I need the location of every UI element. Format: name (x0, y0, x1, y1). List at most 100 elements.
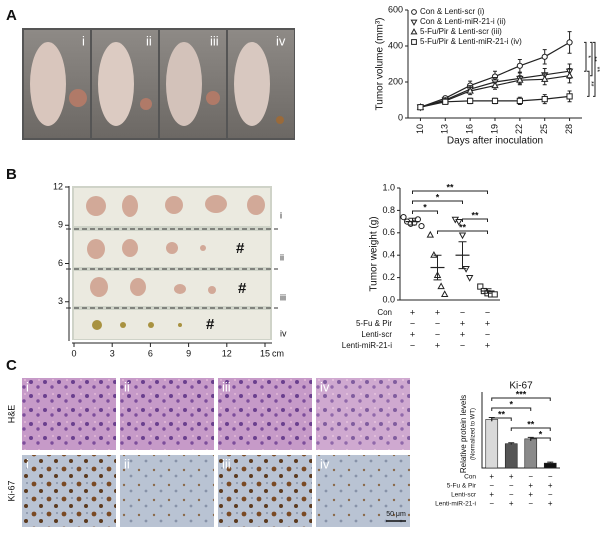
significance-label: ** (593, 67, 600, 73)
marker (426, 230, 435, 238)
bar (524, 438, 538, 469)
error-bar (458, 241, 467, 270)
axis (399, 188, 500, 301)
condition-sign: − (460, 307, 465, 317)
significance-bracket (462, 218, 488, 222)
marker (565, 71, 574, 79)
y-tick-label: 0.2 (382, 272, 395, 282)
marker (400, 214, 407, 221)
condition-sign: + (410, 307, 415, 317)
strip-label: iv (280, 328, 287, 338)
micrograph-label: iii (222, 456, 231, 471)
significance-bracket (437, 230, 488, 234)
chart-title: Ki-67 (509, 381, 533, 392)
significance-bracket-label: *** (516, 389, 527, 399)
condition-sign: − (460, 340, 465, 350)
significance-bracket (587, 70, 590, 97)
condition-sign: − (509, 490, 514, 499)
significance-label: ** (590, 56, 597, 62)
condition-sign: + (485, 318, 490, 328)
micrograph (22, 455, 116, 527)
ruler-tick-label: 3 (58, 296, 63, 306)
condition-sign: − (410, 340, 415, 350)
absent-mark: # (236, 240, 245, 257)
condition-label: Lenti-miR-21-i (435, 501, 476, 508)
micrograph-label: iv (320, 456, 330, 471)
marker (491, 291, 498, 298)
mouse-photo: iv (228, 30, 294, 138)
marker (516, 97, 523, 105)
condition-sign: − (509, 481, 514, 490)
strip-label: i (280, 210, 282, 220)
legend-label: 5-Fu/Pir & Lenti-miR-21-i (iv) (420, 37, 522, 46)
bar (504, 443, 518, 469)
photo-label: i (82, 33, 85, 48)
significance-bracket-label: * (539, 429, 543, 439)
marker (440, 290, 449, 297)
ruler-tick-label: 12 (53, 181, 63, 191)
significance-bracket (412, 210, 438, 214)
significance-bracket (412, 200, 463, 204)
significance-bracket (590, 41, 593, 77)
significance-bracket (584, 41, 587, 72)
micrograph (316, 455, 410, 527)
tumors (92, 320, 182, 330)
condition-sign: − (528, 472, 533, 481)
significance-bracket (491, 417, 512, 421)
condition-label: Lenti-miR-21-i (342, 341, 392, 350)
significance-bracket-label: ** (498, 409, 506, 419)
marker (462, 266, 470, 273)
condition-label: Lenti-scr (451, 492, 477, 499)
marker (467, 97, 474, 105)
marker (491, 81, 499, 89)
mouse-photo: i (24, 30, 90, 138)
y-tick-label: 0.0 (382, 294, 395, 304)
condition-sign: + (489, 472, 494, 481)
error-bar (547, 461, 554, 465)
condition-sign: + (460, 329, 465, 339)
condition-label: 5-Fu & Pir (356, 319, 392, 328)
x-tick-label: 22 (514, 124, 524, 134)
row-label: H&E (6, 405, 16, 424)
y-tick-label: 0 (398, 112, 403, 122)
marker (430, 251, 438, 258)
condition-label: Con (464, 474, 476, 481)
panel-label: A (6, 7, 17, 24)
micrograph-label: i (26, 379, 29, 394)
y-tick-label: 600 (388, 4, 403, 14)
panel-label: C (6, 357, 17, 374)
ruler-tick-label: 3 (110, 348, 115, 358)
significance-label: ** (587, 81, 594, 87)
condition-sign: + (528, 481, 533, 490)
marker (566, 93, 573, 100)
condition-sign: − (489, 499, 494, 508)
y-tick-label: 400 (388, 40, 403, 50)
marker (466, 86, 474, 94)
condition-sign: + (548, 481, 553, 490)
legend-marker (410, 19, 418, 26)
photo-label: iv (276, 33, 286, 48)
legend-marker (410, 28, 418, 35)
condition-sign: + (489, 490, 494, 499)
x-axis-title: Days after inoculation (447, 136, 543, 147)
legend-label: 5-Fu/Pir & Lenti-scr (iii) (420, 27, 502, 36)
micrograph (120, 378, 214, 450)
condition-sign: − (548, 472, 553, 481)
significance-bracket (530, 437, 551, 441)
absent-mark: # (206, 316, 215, 333)
y-tick-label: 0.4 (382, 250, 395, 260)
x-tick-label: 28 (564, 124, 574, 134)
marker (541, 96, 548, 103)
strip (74, 310, 270, 339)
marker (417, 104, 424, 111)
legend-label: Con & Lenti-scr (i) (420, 7, 485, 16)
marker (541, 75, 549, 82)
significance-bracket (510, 427, 551, 431)
condition-sign: − (410, 318, 415, 328)
condition-sign: + (435, 340, 440, 350)
significance-bracket (593, 41, 596, 97)
condition-sign: − (489, 481, 494, 490)
micrograph (316, 378, 410, 450)
y-tick-label: 0.6 (382, 227, 395, 237)
